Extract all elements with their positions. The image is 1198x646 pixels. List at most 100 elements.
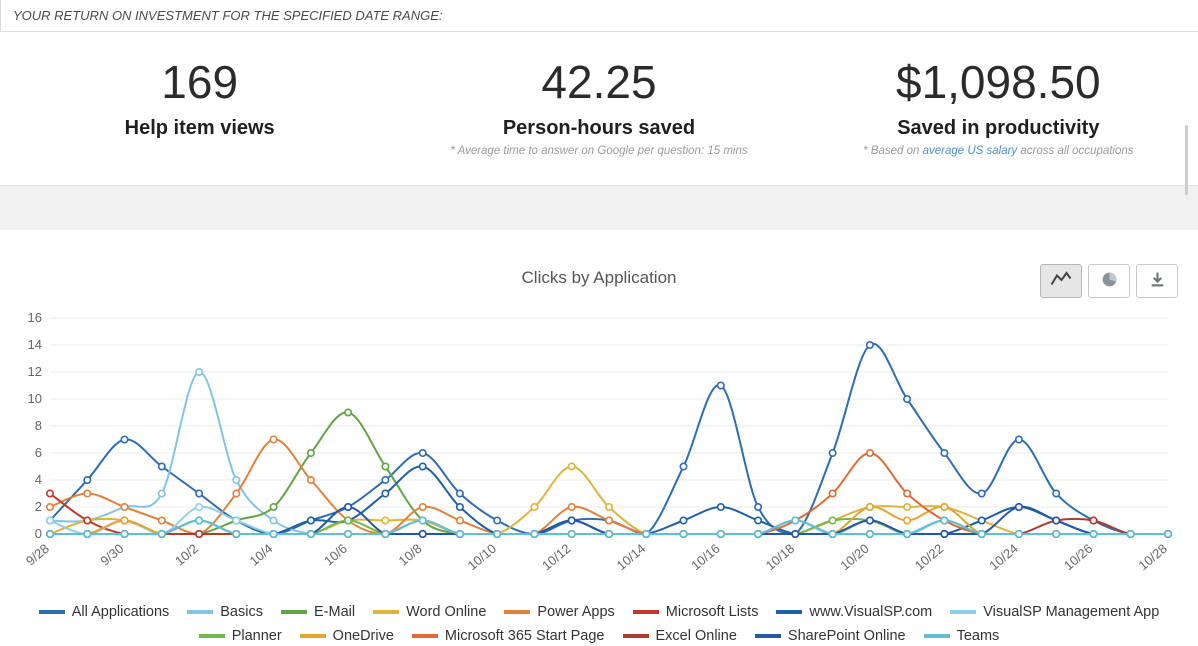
- clicks-by-application-chart[interactable]: 0 2 4 6 8 10 12 14 16 9/28 9/30 10/2 10/4 10/6 10/8 10/…: [20, 302, 1178, 602]
- legend-label: Word Online: [406, 603, 487, 620]
- svg-text:9/28: 9/28: [23, 541, 52, 569]
- svg-text:4: 4: [35, 472, 42, 487]
- legend-label: VisualSP Management App: [983, 603, 1160, 620]
- svg-text:8: 8: [35, 418, 42, 433]
- legend-swatch: [950, 609, 977, 614]
- svg-text:10/26: 10/26: [1061, 541, 1096, 573]
- line-chart-toggle-button[interactable]: [1040, 263, 1082, 298]
- legend-label: Basics: [220, 603, 263, 620]
- stat-label-person-hours-saved: Person-hours saved: [502, 116, 696, 139]
- legend-item-microsoft-lists[interactable]: Microsoft Lists: [632, 603, 759, 620]
- legend-item-power-apps[interactable]: Power Apps: [504, 603, 615, 620]
- svg-text:10: 10: [28, 391, 42, 406]
- legend-label: www.VisualSP.com: [809, 603, 933, 620]
- svg-text:10/2: 10/2: [172, 541, 201, 569]
- download-icon: [1149, 271, 1166, 291]
- stat-label-help-item-views: Help item views: [124, 116, 275, 139]
- legend-swatch: [280, 609, 307, 614]
- svg-text:0: 0: [35, 526, 42, 541]
- legend-swatch: [373, 609, 400, 614]
- legend-item-sharepoint-online[interactable]: SharePoint Online: [754, 627, 906, 644]
- chart-legend: All Applications Basics E-Mail Word Online P…: [20, 602, 1178, 646]
- download-chart-button[interactable]: [1136, 263, 1178, 298]
- legend-label: Microsoft Lists: [665, 603, 759, 620]
- legend-label: SharePoint Online: [787, 627, 906, 644]
- legend-swatch: [504, 609, 531, 614]
- x-axis-labels: 9/28 9/30 10/2 10/4 10/6 10/8 10/10 10/12 10/14 1…: [23, 541, 1170, 573]
- legend-label: Planner: [231, 627, 282, 644]
- stat-footnote-person-hours: * Average time to answer on Google per q…: [450, 144, 748, 157]
- series-teams: [45, 516, 1173, 538]
- legend-item-e-mail[interactable]: E-Mail: [280, 603, 356, 620]
- svg-text:10/20: 10/20: [837, 541, 872, 573]
- chart-card: Clicks by Application 0 2 4 6 8 10 12 14 16 9/28 9…: [0, 229, 1198, 646]
- svg-text:16: 16: [28, 310, 42, 325]
- roi-header-text: YOUR RETURN ON INVESTMENT FOR THE SPECIF…: [13, 8, 443, 23]
- chart-title: Clicks by Application: [521, 267, 677, 287]
- legend-swatch: [622, 633, 649, 638]
- legend-swatch: [38, 609, 65, 614]
- legend-item-onedrive[interactable]: OneDrive: [299, 627, 394, 644]
- stat-footnote-productivity: * Based on average US salary across all …: [799, 145, 1198, 157]
- legend-swatch: [632, 609, 659, 614]
- pie-chart-icon: [1101, 271, 1118, 291]
- section-divider: [0, 185, 1198, 230]
- svg-text:10/4: 10/4: [246, 541, 275, 569]
- legend-item-all-applications[interactable]: All Applications: [38, 603, 170, 620]
- legend-swatch: [776, 609, 803, 614]
- series-power-apps: [45, 435, 1173, 538]
- svg-text:12: 12: [28, 364, 42, 379]
- footnote-suffix: across all occupations: [1017, 144, 1134, 157]
- legend-item-microsoft-365-start-page[interactable]: Microsoft 365 Start Page: [411, 627, 605, 644]
- legend-label: OneDrive: [332, 627, 394, 644]
- legend-swatch: [411, 633, 438, 638]
- legend-item-word-online[interactable]: Word Online: [373, 604, 486, 620]
- legend-item-excel-online[interactable]: Excel Online: [622, 627, 737, 644]
- legend-label: Microsoft 365 Start Page: [444, 627, 605, 644]
- legend-item-www-visualsp-com[interactable]: www.VisualSP.com: [776, 604, 932, 620]
- legend-label: Teams: [956, 627, 1000, 644]
- legend-swatch: [187, 609, 214, 614]
- stat-value-person-hours-saved: 42.25: [541, 56, 657, 108]
- chart-toolbar: [1034, 263, 1178, 298]
- svg-text:10/28: 10/28: [1135, 541, 1170, 573]
- stat-person-hours-saved: 42.25 Person-hours saved * Average time …: [399, 56, 798, 157]
- stat-value-saved-in-productivity: $1,098.50: [895, 56, 1101, 108]
- roi-stats: 169 Help item views 42.25 Person-hours s…: [0, 32, 1198, 186]
- scrollbar-thumb[interactable]: [1185, 125, 1188, 195]
- legend-swatch: [299, 633, 326, 638]
- legend-swatch: [754, 633, 781, 638]
- legend-swatch: [923, 633, 950, 638]
- average-us-salary-link[interactable]: average US salary: [922, 144, 1018, 157]
- legend-label: E-Mail: [313, 603, 356, 620]
- pie-chart-toggle-button[interactable]: [1088, 263, 1130, 298]
- svg-text:2: 2: [35, 499, 42, 514]
- legend-item-visualsp-management-app[interactable]: VisualSP Management App: [950, 604, 1159, 620]
- legend-item-basics[interactable]: Basics: [187, 604, 263, 620]
- footnote-prefix: * Based on: [863, 144, 923, 157]
- svg-text:10/24: 10/24: [986, 541, 1021, 573]
- legend-swatch: [198, 633, 225, 638]
- legend-label: Excel Online: [655, 627, 737, 644]
- legend-item-teams[interactable]: Teams: [923, 627, 1000, 644]
- svg-text:14: 14: [28, 337, 42, 352]
- roi-header: YOUR RETURN ON INVESTMENT FOR THE SPECIF…: [0, 0, 1198, 32]
- svg-text:10/18: 10/18: [763, 541, 798, 573]
- svg-text:10/14: 10/14: [614, 541, 649, 573]
- stat-value-help-item-views: 169: [161, 56, 239, 108]
- legend-item-planner[interactable]: Planner: [198, 627, 282, 644]
- svg-text:6: 6: [35, 445, 42, 460]
- stat-help-item-views: 169 Help item views: [0, 56, 399, 157]
- svg-text:10/12: 10/12: [539, 541, 574, 573]
- svg-text:10/16: 10/16: [688, 541, 723, 573]
- svg-text:10/10: 10/10: [465, 541, 500, 573]
- stat-saved-in-productivity: $1,098.50 Saved in productivity * Based …: [799, 56, 1198, 157]
- svg-text:10/6: 10/6: [321, 541, 350, 569]
- legend-label: Power Apps: [537, 603, 615, 620]
- legend-label: All Applications: [71, 603, 170, 620]
- line-chart-icon: [1050, 271, 1072, 290]
- stat-label-saved-in-productivity: Saved in productivity: [897, 116, 1100, 139]
- svg-text:10/8: 10/8: [396, 541, 425, 569]
- svg-text:9/30: 9/30: [97, 541, 126, 569]
- svg-text:10/22: 10/22: [912, 541, 947, 573]
